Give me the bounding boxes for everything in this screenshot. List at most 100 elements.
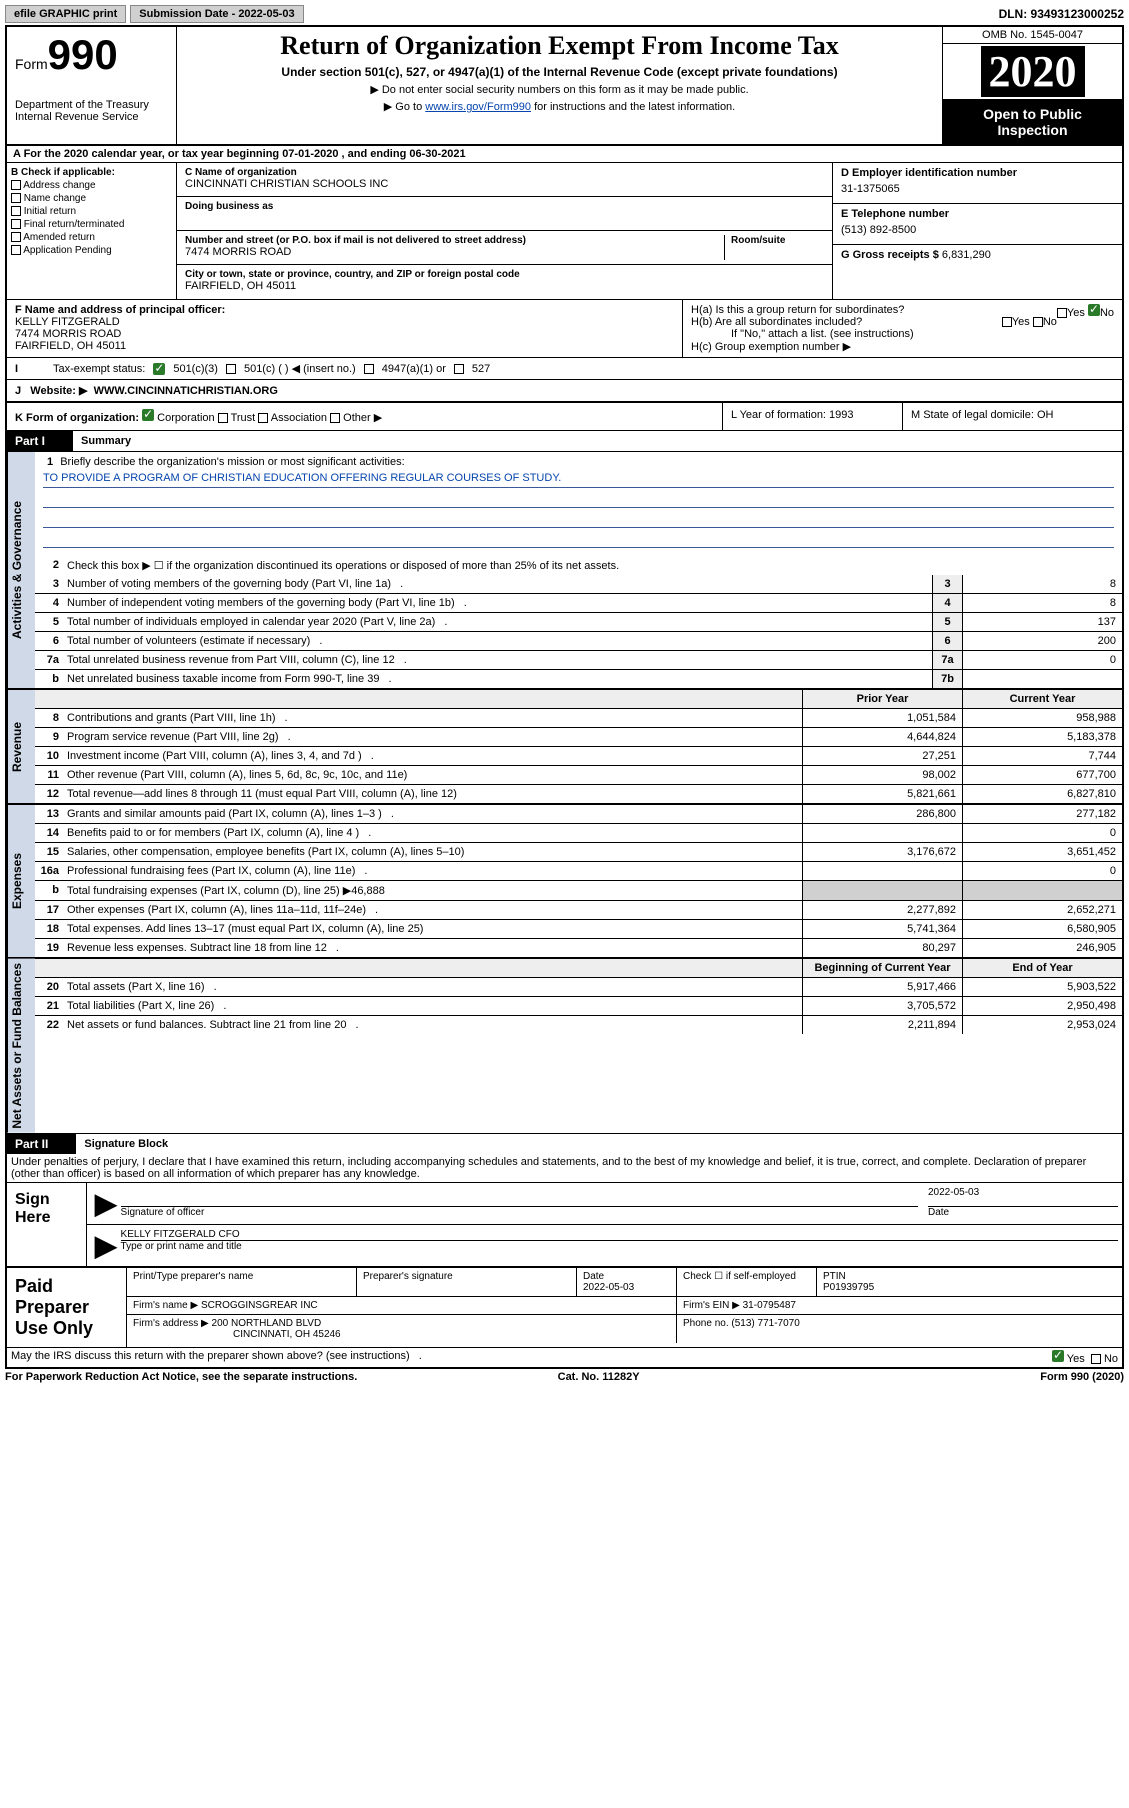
l18: Total expenses. Add lines 13–17 (must eq…: [63, 920, 802, 938]
lbl-app: Application Pending: [23, 245, 111, 256]
c22: 2,953,024: [962, 1016, 1122, 1034]
l13: Grants and similar amounts paid (Part IX…: [63, 805, 802, 823]
l8: Contributions and grants (Part VIII, lin…: [63, 709, 802, 727]
sig-date: 2022-05-03: [928, 1187, 1118, 1207]
discuss-no[interactable]: [1091, 1354, 1101, 1364]
p17: 2,277,892: [802, 901, 962, 919]
k-lbl: K Form of organization:: [15, 412, 139, 424]
sig-date-lbl: Date: [928, 1207, 1118, 1218]
subtitle: Under section 501(c), 527, or 4947(a)(1)…: [181, 65, 938, 79]
firm-city: CINCINNATI, OH 45246: [133, 1329, 341, 1340]
city-lbl: City or town, state or province, country…: [185, 269, 824, 280]
lbl-other: Other ▶: [343, 412, 382, 424]
vlabel-net: Net Assets or Fund Balances: [7, 959, 35, 1133]
lbl-init: Initial return: [24, 206, 76, 217]
chk-amend[interactable]: [11, 232, 21, 242]
omb: OMB No. 1545-0047: [943, 27, 1122, 44]
chk-init[interactable]: [11, 206, 21, 216]
hb-yes-lbl: Yes: [1012, 316, 1030, 328]
l22: Net assets or fund balances. Subtract li…: [63, 1016, 802, 1034]
part1-title: Summary: [73, 433, 139, 449]
p12: 5,821,661: [802, 785, 962, 803]
l9: Program service revenue (Part VIII, line…: [63, 728, 802, 746]
l6: Total number of volunteers (estimate if …: [63, 632, 932, 650]
c11: 677,700: [962, 766, 1122, 784]
chk-4947[interactable]: [364, 364, 374, 374]
chk-527[interactable]: [454, 364, 464, 374]
c10: 7,744: [962, 747, 1122, 765]
hb-no[interactable]: [1033, 317, 1043, 327]
officer-addr: 7474 MORRIS ROAD FAIRFIELD, OH 45011: [15, 328, 674, 352]
chk-name[interactable]: [11, 193, 21, 203]
lbl-final: Final return/terminated: [24, 219, 125, 230]
main-title: Return of Organization Exempt From Incom…: [181, 31, 938, 61]
ha-no[interactable]: [1088, 304, 1100, 316]
street-lbl: Number and street (or P.O. box if mail i…: [185, 235, 724, 246]
l17: Other expenses (Part IX, column (A), lin…: [63, 901, 802, 919]
p9: 4,644,824: [802, 728, 962, 746]
p18: 5,741,364: [802, 920, 962, 938]
lbl-addr: Address change: [23, 180, 95, 191]
officer-name: KELLY FITZGERALD: [15, 316, 674, 328]
chk-trust[interactable]: [218, 413, 228, 423]
v4: 8: [962, 594, 1122, 612]
f-lbl: F Name and address of principal officer:: [15, 304, 674, 316]
vlabel-gov: Activities & Governance: [7, 452, 35, 688]
l19: Revenue less expenses. Subtract line 18 …: [63, 939, 802, 957]
row-a: A For the 2020 calendar year, or tax yea…: [7, 146, 1122, 163]
website: WWW.CINCINNATICHRISTIAN.ORG: [94, 385, 278, 397]
c15: 3,651,452: [962, 843, 1122, 861]
l10: Investment income (Part VIII, column (A)…: [63, 747, 802, 765]
submission-btn[interactable]: Submission Date - 2022-05-03: [130, 5, 303, 23]
ptin-lbl: PTIN: [823, 1271, 846, 1282]
hb-no-lbl: No: [1043, 316, 1057, 328]
c16a: 0: [962, 862, 1122, 880]
hb-yes[interactable]: [1002, 317, 1012, 327]
ha-yes[interactable]: [1057, 308, 1067, 318]
c20: 5,903,522: [962, 978, 1122, 996]
c9: 5,183,378: [962, 728, 1122, 746]
room-lbl: Room/suite: [731, 235, 824, 246]
ha-no-lbl: No: [1100, 307, 1114, 319]
web-lbl: Website: ▶: [30, 385, 87, 397]
discuss-yes[interactable]: [1052, 1350, 1064, 1362]
pra-notice: For Paperwork Reduction Act Notice, see …: [5, 1371, 357, 1383]
ein-lbl2: Firm's EIN ▶: [683, 1300, 740, 1311]
form-num-cell: Form990 Department of the Treasury Inter…: [7, 27, 177, 144]
chk-app[interactable]: [11, 245, 21, 255]
firm-lbl: Firm's name ▶: [133, 1300, 198, 1311]
form-label: Form: [15, 56, 48, 72]
chk-other[interactable]: [330, 413, 340, 423]
c18: 6,580,905: [962, 920, 1122, 938]
city: FAIRFIELD, OH 45011: [185, 280, 824, 292]
discuss-no-lbl: No: [1104, 1353, 1118, 1365]
ptin: P01939795: [823, 1282, 874, 1293]
dln: DLN: 93493123000252: [999, 7, 1124, 21]
instr1: ▶ Do not enter social security numbers o…: [181, 83, 938, 96]
mission-text: TO PROVIDE A PROGRAM OF CHRISTIAN EDUCAT…: [43, 472, 1114, 488]
discuss-yes-lbl: Yes: [1067, 1353, 1085, 1365]
chk-501c[interactable]: [226, 364, 236, 374]
l21: Total liabilities (Part X, line 26): [63, 997, 802, 1015]
chk-addr[interactable]: [11, 180, 21, 190]
vlabel-exp: Expenses: [7, 805, 35, 957]
lbl-corp: Corporation: [157, 412, 214, 424]
ein-lbl: D Employer identification number: [841, 167, 1114, 179]
c17: 2,652,271: [962, 901, 1122, 919]
c8: 958,988: [962, 709, 1122, 727]
p15: 3,176,672: [802, 843, 962, 861]
gross: 6,831,290: [942, 249, 991, 261]
chk-corp[interactable]: [142, 409, 154, 421]
l7a: Total unrelated business revenue from Pa…: [63, 651, 932, 669]
chk-final[interactable]: [11, 219, 21, 229]
l14: Benefits paid to or for members (Part IX…: [63, 824, 802, 842]
c-name-lbl: C Name of organization: [185, 167, 824, 178]
instr2a: ▶ Go to: [384, 101, 425, 113]
chk-assoc[interactable]: [258, 413, 268, 423]
chk-501c3[interactable]: [153, 363, 165, 375]
lbl-assoc: Association: [271, 412, 327, 424]
efile-btn[interactable]: efile GRAPHIC print: [5, 5, 126, 23]
addr-lbl: Firm's address ▶: [133, 1318, 209, 1329]
irs-link[interactable]: www.irs.gov/Form990: [425, 101, 531, 113]
l7b: Net unrelated business taxable income fr…: [63, 670, 932, 688]
